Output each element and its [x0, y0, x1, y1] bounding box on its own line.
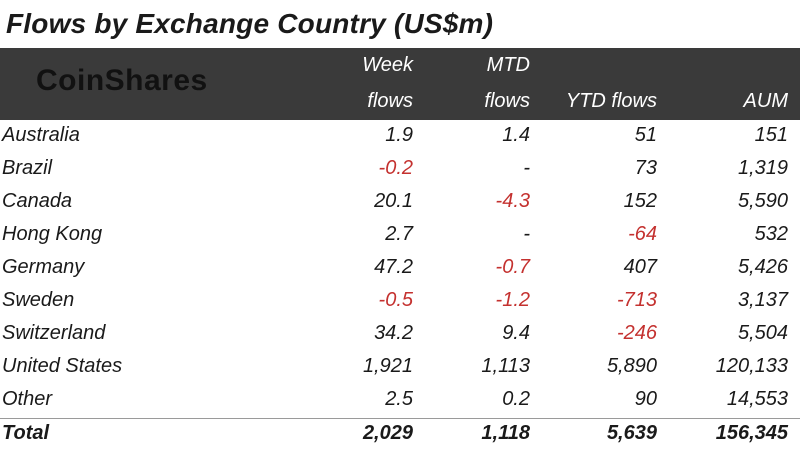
ytd-cell: -64 [628, 223, 657, 245]
country-cell: Australia [2, 124, 80, 146]
chart-title: Flows by Exchange Country (US$m) [6, 8, 494, 39]
mtd-cell: - [523, 223, 530, 245]
country-cell: Brazil [2, 157, 53, 179]
total-week: 2,029 [362, 422, 413, 444]
country-cell: Other [2, 388, 53, 410]
week-cell: -0.5 [378, 289, 413, 311]
week-cell: -0.2 [378, 157, 413, 179]
table-header: CoinShares Week flows MTD flows YTD flow… [0, 48, 800, 120]
ytd-cell: 5,890 [606, 355, 657, 377]
aum-cell: 5,504 [737, 322, 788, 344]
week-cell: 47.2 [374, 256, 413, 278]
country-cell: Germany [2, 256, 85, 278]
week-cell: 1.9 [385, 124, 413, 146]
header-mtd-line2: flows [484, 90, 530, 112]
total-row: Total 2,029 1,118 5,639 156,345 [0, 419, 800, 450]
table-row: Brazil -0.2 - 73 1,319 [0, 153, 800, 186]
mtd-cell: 1,113 [481, 355, 530, 377]
country-cell: United States [2, 355, 123, 377]
header-ytd: YTD flows [565, 90, 657, 112]
mtd-cell: -1.2 [495, 289, 530, 311]
table-row: Germany 47.2 -0.7 407 5,426 [0, 252, 800, 285]
week-cell: 2.7 [385, 223, 413, 245]
ytd-cell: 152 [623, 190, 657, 212]
table-row: Canada 20.1 -4.3 152 5,590 [0, 186, 800, 219]
table-row: United States 1,921 1,113 5,890 120,133 [0, 351, 800, 384]
table-row: Other 2.5 0.2 90 14,553 [0, 384, 800, 417]
aum-cell: 3,137 [737, 289, 788, 311]
title-bar: Flows by Exchange Country (US$m) [0, 0, 800, 48]
total-ytd: 5,639 [606, 422, 657, 444]
coinshares-logo: CoinShares [36, 64, 208, 97]
aum-cell: 1,319 [737, 157, 788, 179]
country-cell: Hong Kong [2, 223, 103, 245]
week-cell: 1,921 [362, 355, 413, 377]
header-aum: AUM [743, 90, 788, 112]
total-label: Total [2, 422, 50, 444]
table-row: Hong Kong 2.7 - -64 532 [0, 219, 800, 252]
country-cell: Canada [2, 190, 73, 212]
ytd-cell: -246 [616, 322, 657, 344]
aum-cell: 5,426 [737, 256, 788, 278]
ytd-cell: 90 [634, 388, 657, 410]
aum-cell: 151 [754, 124, 788, 146]
total-mtd: 1,118 [481, 422, 530, 444]
table-row: Australia 1.9 1.4 51 151 [0, 120, 800, 153]
header-mtd-line1: MTD [486, 54, 530, 76]
table-body: Australia 1.9 1.4 51 151 Brazil -0.2-73 1,319 Ca… [0, 120, 800, 417]
aum-cell: 14,553 [726, 388, 788, 410]
country-cell: Switzerland [2, 322, 106, 344]
mtd-cell: 9.4 [502, 322, 530, 344]
week-cell: 34.2 [374, 322, 413, 344]
table-row: Switzerland 34.2 9.4 -246 5,504 [0, 318, 800, 351]
ytd-cell: 51 [634, 124, 657, 146]
country-cell: Sweden [2, 289, 75, 311]
week-cell: 2.5 [385, 388, 413, 410]
header-week-line2: flows [367, 90, 413, 112]
ytd-cell: 407 [623, 256, 657, 278]
mtd-cell: 1.4 [502, 124, 530, 146]
header-week-line1: Week [362, 54, 413, 76]
ytd-cell: -713 [616, 289, 657, 311]
ytd-cell: 73 [634, 157, 657, 179]
total-aum: 156,345 [715, 422, 788, 444]
aum-cell: 532 [754, 223, 788, 245]
mtd-cell: - [523, 157, 530, 179]
mtd-cell: -4.3 [495, 190, 530, 212]
mtd-cell: 0.2 [502, 388, 530, 410]
total-divider [0, 418, 800, 419]
week-cell: 20.1 [374, 190, 413, 212]
table-row: Sweden -0.5 -1.2 -713 3,137 [0, 285, 800, 318]
aum-cell: 5,590 [737, 190, 788, 212]
mtd-cell: -0.7 [495, 256, 530, 278]
aum-cell: 120,133 [715, 355, 788, 377]
